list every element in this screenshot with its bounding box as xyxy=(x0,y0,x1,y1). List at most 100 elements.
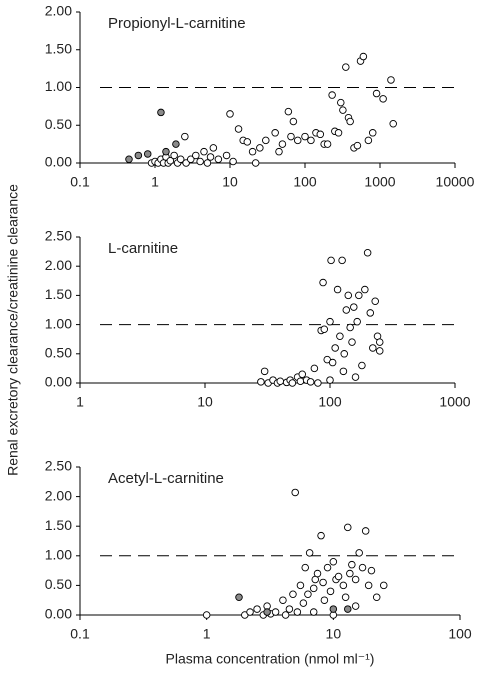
point xyxy=(340,350,348,358)
point xyxy=(313,569,322,578)
point xyxy=(326,376,334,384)
point xyxy=(346,569,354,578)
x-tick-label: 1000 xyxy=(364,174,395,190)
x-tick-label: 0.1 xyxy=(70,174,90,190)
x-tick-label: 1000 xyxy=(439,394,470,410)
point xyxy=(271,608,280,616)
point xyxy=(166,156,175,165)
y-tick-label: 1.50 xyxy=(45,286,72,302)
point xyxy=(351,602,360,610)
point xyxy=(187,155,195,163)
point xyxy=(341,593,350,601)
point xyxy=(344,523,352,532)
y-tick-label: 1.00 xyxy=(45,547,72,563)
point xyxy=(226,110,234,118)
point xyxy=(251,159,260,167)
point xyxy=(331,344,339,352)
y-tick-label: 2.50 xyxy=(45,228,72,244)
point xyxy=(310,364,319,373)
y-tick-label: 2.50 xyxy=(45,458,72,474)
point xyxy=(371,297,379,305)
point xyxy=(372,593,381,601)
point xyxy=(351,373,360,381)
point xyxy=(284,107,293,116)
point xyxy=(170,151,178,160)
point xyxy=(319,278,327,287)
point xyxy=(263,608,271,616)
x-tick-label: 10 xyxy=(197,394,213,410)
x-tick-label: 100 xyxy=(448,626,472,642)
point xyxy=(364,136,373,145)
point xyxy=(333,285,342,294)
point xyxy=(285,605,294,613)
point xyxy=(248,147,257,156)
point xyxy=(271,129,279,137)
point xyxy=(157,108,165,117)
point xyxy=(299,599,308,607)
point xyxy=(364,581,373,590)
point xyxy=(309,608,318,616)
point xyxy=(375,347,384,355)
point xyxy=(281,611,290,619)
point xyxy=(358,563,367,572)
point xyxy=(368,129,377,137)
point xyxy=(206,153,215,161)
y-tick-label: 0.00 xyxy=(45,154,72,170)
panel-title: Propionyl-L-carnitine xyxy=(108,15,246,32)
point xyxy=(366,309,375,317)
point xyxy=(316,130,325,139)
point xyxy=(359,52,368,61)
point xyxy=(329,557,338,566)
y-tick-label: 2.00 xyxy=(45,257,72,273)
y-tick-label: 0.50 xyxy=(45,345,72,361)
point xyxy=(344,605,352,613)
point xyxy=(291,488,299,497)
point xyxy=(323,563,332,572)
point xyxy=(235,593,243,601)
point xyxy=(350,303,358,311)
y-tick-label: 1.50 xyxy=(45,40,72,56)
point xyxy=(348,338,356,346)
point xyxy=(342,306,351,314)
point xyxy=(320,325,329,334)
point xyxy=(243,138,252,146)
point xyxy=(309,584,318,593)
point xyxy=(348,560,356,569)
point xyxy=(301,563,309,572)
point xyxy=(293,608,302,616)
point xyxy=(275,147,283,156)
point xyxy=(253,605,261,613)
x-tick-label: 10 xyxy=(326,626,342,642)
point xyxy=(358,361,366,370)
point xyxy=(326,317,334,326)
point xyxy=(307,136,315,145)
point xyxy=(246,608,254,616)
point xyxy=(289,590,297,599)
x-tick-label: 1 xyxy=(76,394,84,410)
point xyxy=(346,323,354,332)
y-tick-label: 0.50 xyxy=(45,116,72,132)
point xyxy=(353,317,361,326)
point xyxy=(229,157,237,166)
point xyxy=(202,611,211,619)
point xyxy=(320,596,329,604)
point xyxy=(298,370,307,378)
y-tick-label: 1.00 xyxy=(45,315,72,331)
point xyxy=(379,581,388,590)
point xyxy=(379,95,387,103)
point xyxy=(305,549,314,557)
point xyxy=(375,338,384,346)
point xyxy=(279,596,287,604)
point xyxy=(328,358,337,367)
y-tick-label: 2.00 xyxy=(45,3,72,19)
point xyxy=(317,531,325,540)
point xyxy=(304,590,312,599)
point xyxy=(329,605,338,613)
x-axis-label: Plasma concentration (nmol ml⁻¹) xyxy=(166,651,375,667)
point xyxy=(339,581,348,590)
point xyxy=(334,572,343,581)
point xyxy=(338,256,346,265)
point xyxy=(334,129,343,137)
point xyxy=(306,378,315,386)
